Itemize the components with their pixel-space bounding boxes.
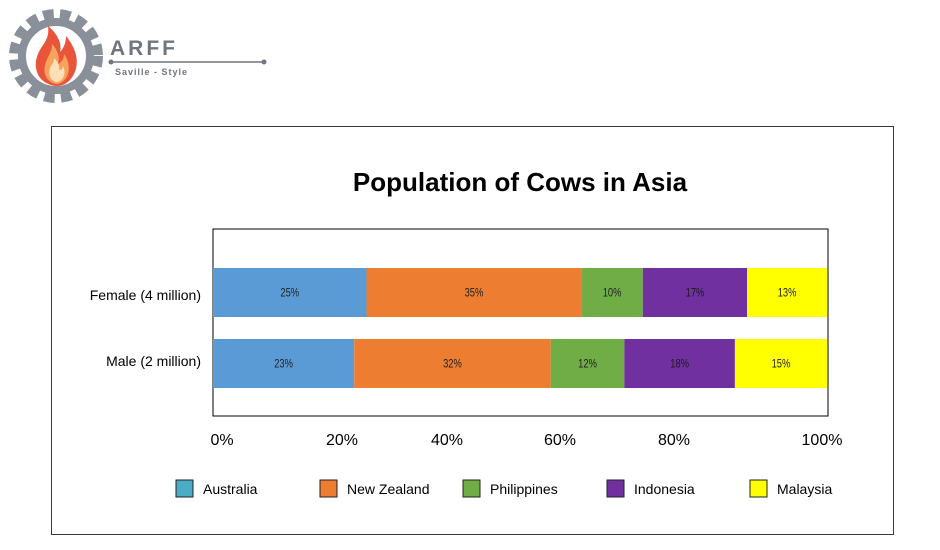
legend-swatch <box>175 479 194 498</box>
data-label: 15% <box>772 357 791 370</box>
flame-icon <box>35 26 77 86</box>
legend-label: New Zealand <box>347 481 430 497</box>
bar-segment <box>366 268 582 317</box>
legend-label: Philippines <box>490 481 558 497</box>
logo-underline-dot-left <box>108 59 114 65</box>
stacked-bar-chart: Population of Cows in Asia 25% 35% 10% 17% 1… <box>90 167 843 498</box>
legend-swatch <box>462 479 481 498</box>
data-label: 10% <box>603 286 622 299</box>
bar-segment <box>581 268 643 317</box>
x-tick-label: 20% <box>326 432 358 449</box>
x-tick-label: 80% <box>658 432 690 449</box>
chart-title: Population of Cows in Asia <box>353 167 688 197</box>
bar-segment <box>624 339 735 388</box>
bar-segment <box>550 339 625 388</box>
data-label: 13% <box>778 286 797 299</box>
bar-segment <box>354 339 551 388</box>
bar-segment <box>213 268 367 317</box>
legend-swatch <box>749 479 768 498</box>
bar-segment <box>747 268 827 317</box>
data-label: 32% <box>443 357 462 370</box>
x-tick-label: 60% <box>544 432 576 449</box>
x-tick-label: 40% <box>431 432 463 449</box>
legend-swatch <box>319 479 338 498</box>
bar-segment <box>642 268 748 317</box>
legend-label: Indonesia <box>634 481 695 497</box>
legend-swatch <box>606 479 625 498</box>
category-label: Female (4 million) <box>90 287 201 303</box>
data-label: 23% <box>274 357 293 370</box>
chart-frame: Population of Cows in Asia 25% 35% 10% 17% 1… <box>51 126 894 535</box>
bar-segment <box>734 339 827 388</box>
logo-wordmark: ARFF <box>110 37 178 60</box>
data-label: 18% <box>670 357 689 370</box>
legend-label: Australia <box>203 481 258 497</box>
logo-underline-dot-right <box>261 59 267 65</box>
legend-label: Malaysia <box>777 481 832 497</box>
data-label: 25% <box>280 286 299 299</box>
x-tick-label: 100% <box>802 432 843 449</box>
bar-segment <box>213 339 355 388</box>
x-tick-label: 0% <box>210 432 233 449</box>
data-label: 35% <box>465 286 484 299</box>
data-label: 12% <box>578 357 597 370</box>
data-label: 17% <box>686 286 705 299</box>
category-label: Male (2 million) <box>106 353 201 369</box>
brand-logo: ARFF Saville - Style <box>0 0 280 110</box>
logo-tagline: Saville - Style <box>115 67 188 77</box>
